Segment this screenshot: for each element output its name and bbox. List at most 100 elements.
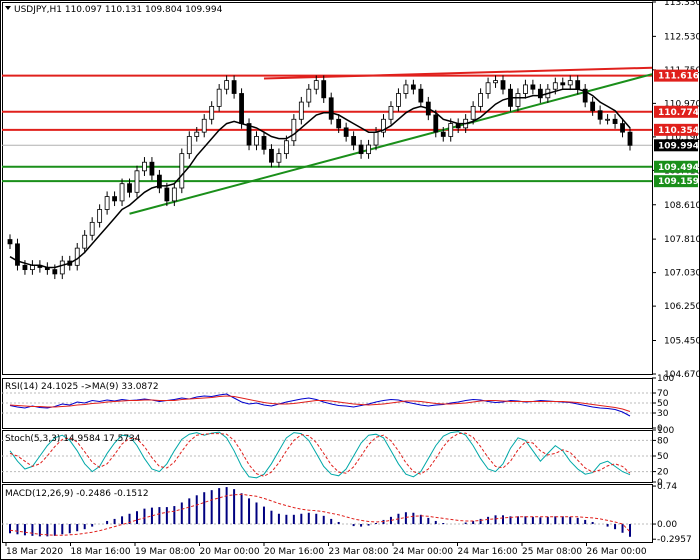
candle-body xyxy=(537,88,543,99)
candle-body xyxy=(560,82,566,86)
axis-tick-label: 50 xyxy=(657,399,669,409)
candle-body xyxy=(186,136,192,155)
candle-body xyxy=(351,136,357,146)
candle-body xyxy=(7,239,13,245)
axis-tick-label: -0.2957 xyxy=(657,535,692,545)
candle-body xyxy=(627,131,633,146)
svg-text:USDJPY,H1 110.097 110.131 109.: USDJPY,H1 110.097 110.131 109.804 109.99… xyxy=(14,5,223,15)
price-tick-label: 110.970 xyxy=(664,99,700,109)
candle-body xyxy=(97,209,103,223)
price-tick-label: 112.530 xyxy=(664,32,700,42)
time-tick-label: 24 Mar 00:00 xyxy=(393,547,453,557)
candle-body xyxy=(119,183,125,202)
candle-body xyxy=(164,187,170,202)
candle-body xyxy=(209,105,215,120)
level-label: 110.774 xyxy=(658,108,699,118)
candle-body xyxy=(433,114,439,133)
candle-body xyxy=(590,101,596,112)
candle-body xyxy=(410,84,416,90)
time-axis: 18 Mar 2020 18 Mar 16:00 19 Mar 08:00 20 Ma… xyxy=(5,542,647,557)
candle-body xyxy=(612,118,618,124)
candle-body xyxy=(485,82,491,94)
candle-body xyxy=(373,131,379,146)
macd-header: MACD(12,26,9) -0.2486 -0.1512 xyxy=(5,489,149,499)
candle-body xyxy=(478,93,484,107)
candle-body xyxy=(403,84,409,94)
candle-body xyxy=(448,123,454,137)
series-line xyxy=(9,395,631,412)
axis-tick-label: 0 xyxy=(657,424,663,434)
candle-body xyxy=(493,80,498,84)
axis-tick-label: 50 xyxy=(657,452,669,462)
candle-body xyxy=(156,174,162,189)
candle-body xyxy=(298,101,304,120)
level-label: 109.994 xyxy=(658,141,699,151)
price-tick-label: 104.670 xyxy=(664,370,700,380)
level-label-box xyxy=(654,123,698,136)
resistance-trend xyxy=(263,66,653,80)
candle-body xyxy=(358,144,364,155)
price-header: USDJPY,H1 110.097 110.131 109.804 109.99… xyxy=(5,5,223,15)
series-line xyxy=(9,432,631,477)
candle-body xyxy=(306,88,312,103)
axis-tick-label: 20 xyxy=(657,468,669,478)
time-tick-label: 26 Mar 00:00 xyxy=(587,547,647,557)
candle-body xyxy=(552,82,558,90)
level-label: 109.159 xyxy=(658,177,699,187)
dropdown-triangle-icon[interactable] xyxy=(5,6,11,10)
candle-body xyxy=(59,260,65,275)
price-tick-label: 110.190 xyxy=(664,133,700,143)
candle-body xyxy=(523,84,528,94)
price-frame xyxy=(2,2,653,375)
stochastic-lines xyxy=(9,431,631,479)
candle-body xyxy=(82,234,88,249)
candle-body xyxy=(620,123,625,133)
candle-body xyxy=(321,80,327,99)
candle-body xyxy=(224,80,230,90)
candle-body xyxy=(179,153,185,189)
level-label-box xyxy=(654,175,698,188)
price-tick-label: 107.030 xyxy=(664,269,700,279)
candle-body xyxy=(201,118,207,133)
candle-body xyxy=(582,88,588,103)
level-label-box xyxy=(654,105,698,118)
candle-body xyxy=(388,105,394,120)
axis-tick-label: 80 xyxy=(657,436,669,446)
time-tick-label: 20 Mar 00:00 xyxy=(200,547,260,557)
candle-body xyxy=(149,161,155,176)
candle-body xyxy=(396,93,401,107)
candle-body xyxy=(500,80,506,90)
rsi-lines xyxy=(9,393,631,417)
price-tick-label: 107.810 xyxy=(664,235,700,245)
stochastic-header: Stoch(5,3,3) 14.9584 17.5734 xyxy=(5,434,141,444)
axis-tick-label: 0.74 xyxy=(657,482,677,492)
price-panel[interactable]: 113.330112.530111.750110.970110.190109.4… xyxy=(2,0,700,380)
candle-body xyxy=(313,80,319,90)
candle-body xyxy=(567,80,573,86)
candle-body xyxy=(291,118,297,142)
level-label-box xyxy=(654,69,698,82)
candle-body xyxy=(22,264,28,271)
macd-panel[interactable]: 0.74 0.00 -0.2957 MACD(12,26,9) -0.2486 -0… xyxy=(2,482,692,545)
symbol-label: USDJPY,H1 xyxy=(14,5,62,15)
candle-body xyxy=(530,84,536,90)
candle-body xyxy=(343,127,349,137)
price-tick-label: 108.610 xyxy=(664,201,700,211)
candle-body xyxy=(15,243,20,266)
candle-body xyxy=(171,187,177,202)
candle-body xyxy=(283,140,289,155)
level-label: 111.616 xyxy=(658,72,699,82)
time-tick-label: 24 Mar 16:00 xyxy=(458,547,518,557)
candle-body xyxy=(261,136,267,150)
level-label: 110.354 xyxy=(658,126,699,136)
candle-body xyxy=(89,221,95,236)
time-tick-label: 20 Mar 16:00 xyxy=(264,547,324,557)
time-tick-label: 19 Mar 08:00 xyxy=(135,547,195,557)
price-tick-label: 106.250 xyxy=(664,302,700,312)
macd-frame xyxy=(2,484,653,543)
